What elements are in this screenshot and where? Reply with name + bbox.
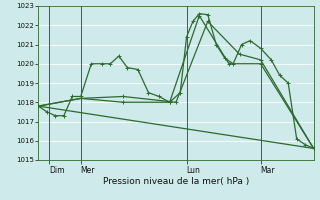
X-axis label: Pression niveau de la mer( hPa ): Pression niveau de la mer( hPa ) xyxy=(103,177,249,186)
